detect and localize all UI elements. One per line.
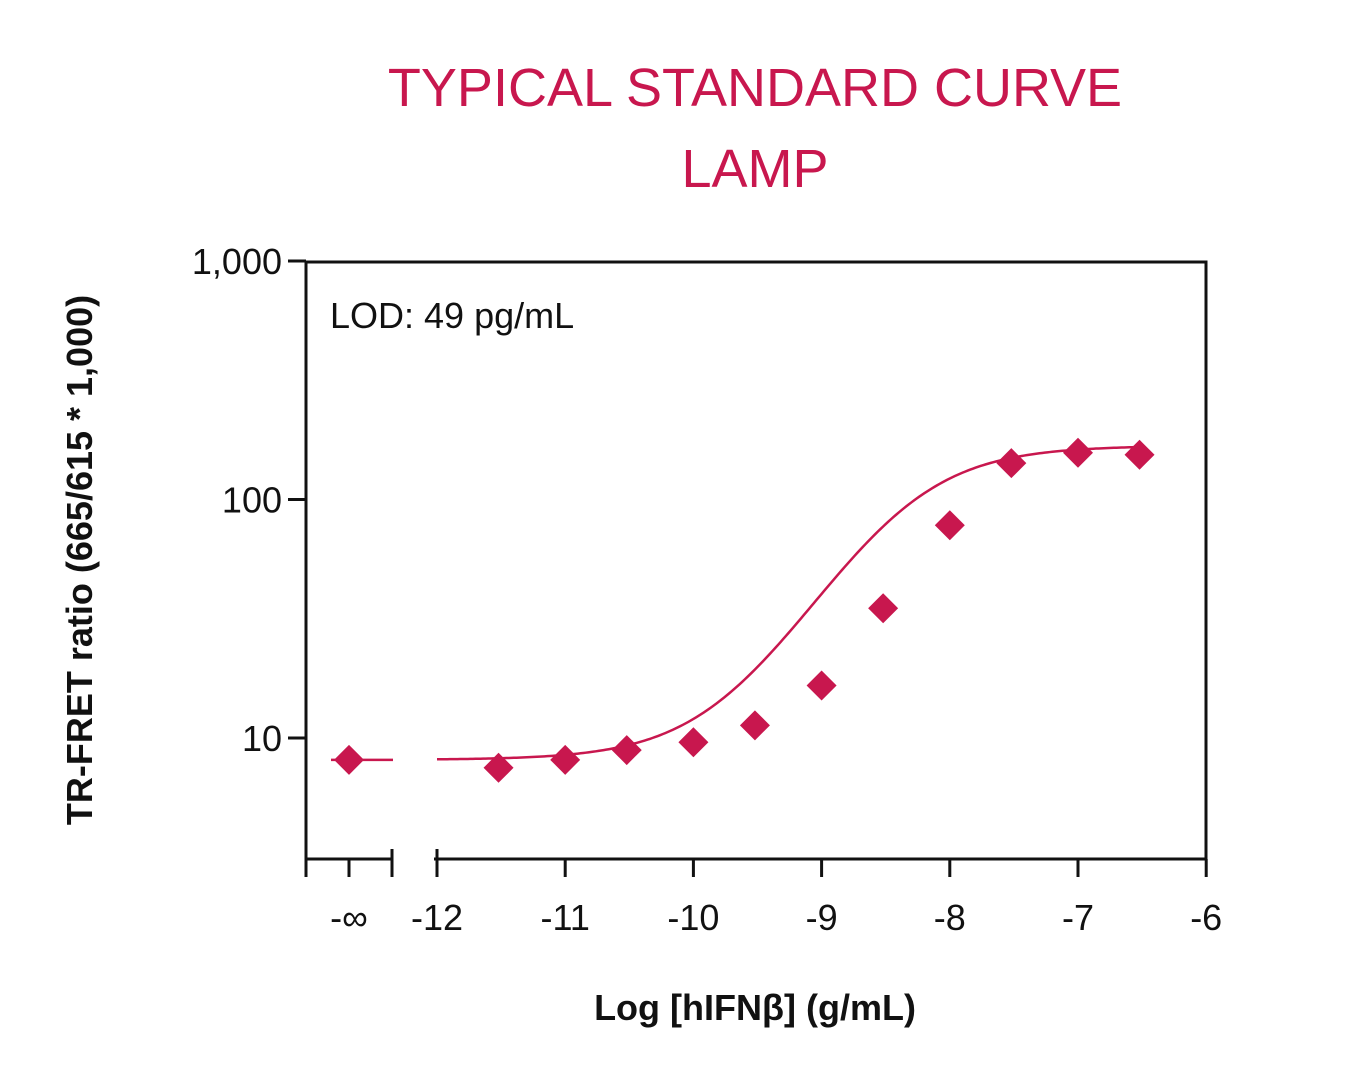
x-axis-title: Log [hIFNβ] (g/mL): [594, 987, 916, 1028]
y-tick-label-1000: 1,000: [192, 241, 282, 282]
data-point-7: [806, 670, 837, 701]
plot-frame: [304, 260, 1208, 861]
x-tick-label-neg-inf: -∞: [330, 897, 368, 938]
x-axis: -∞ -12 -11 -10 -9 -8 -7 -6: [304, 849, 1222, 938]
data-point-11: [1063, 437, 1093, 468]
x-tick-label-11: -11: [541, 897, 590, 938]
data-point-9: [934, 510, 965, 541]
x-tick-label-8: -8: [934, 897, 966, 938]
data-point-4: [611, 735, 642, 766]
x-tick-label-12: -12: [411, 897, 463, 938]
x-tick-label-7: -7: [1062, 897, 1094, 938]
chart-title-line-1: TYPICAL STANDARD CURVE: [388, 58, 1122, 118]
fit-curve: [331, 445, 1140, 762]
lod-annotation: LOD: 49 pg/mL: [330, 295, 574, 336]
data-point-6: [739, 710, 770, 741]
data-point-12: [1124, 439, 1155, 470]
data-point-10: [996, 448, 1027, 479]
data-point-5: [678, 727, 709, 758]
y-axis: 10 100 1,000: [192, 241, 306, 759]
data-point-3: [550, 744, 581, 775]
y-tick-label-100: 100: [222, 480, 282, 521]
x-tick-label-10: -10: [667, 897, 719, 938]
y-tick-label-10: 10: [242, 718, 282, 759]
fit-curve-line: [436, 445, 1140, 761]
y-axis-title: TR-FRET ratio (665/615 * 1,000): [59, 295, 100, 825]
x-tick-label-9: -9: [806, 897, 838, 938]
data-points: [334, 437, 1155, 783]
x-tick-label-6: -6: [1190, 897, 1222, 938]
data-point-2: [483, 752, 514, 783]
data-point-1: [334, 744, 364, 775]
data-point-8: [868, 593, 899, 624]
chart-title-line-2: LAMP: [681, 139, 828, 199]
axis-break-gap: [393, 850, 434, 870]
